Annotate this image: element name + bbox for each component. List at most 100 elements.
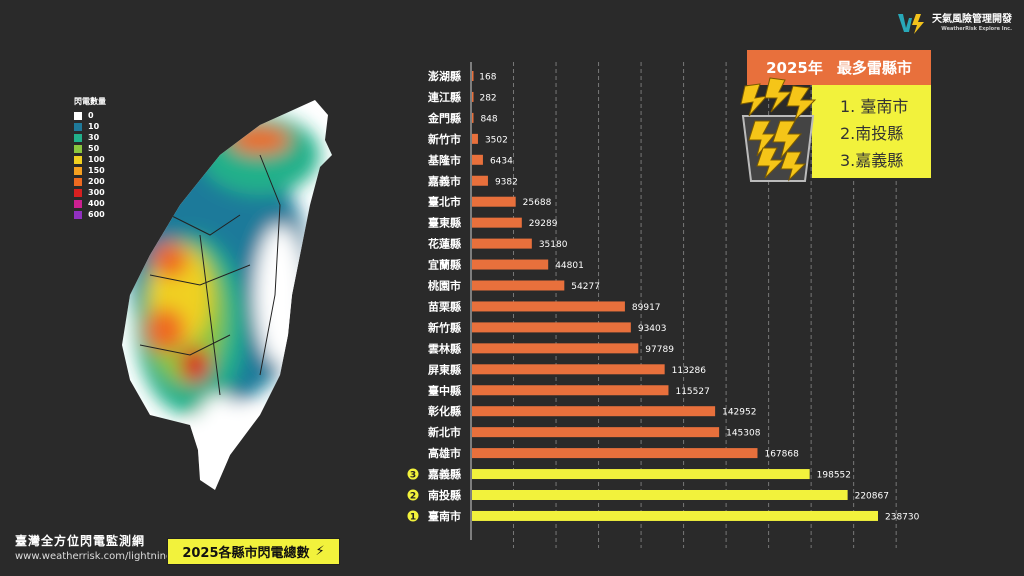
legend-swatch — [74, 166, 82, 175]
taiwan-lightning-map — [122, 100, 332, 490]
rank-1: 1. 臺南市 — [840, 97, 909, 116]
bar — [472, 259, 549, 270]
legend-label: 200 — [88, 177, 105, 186]
legend-swatch — [74, 155, 82, 164]
category-label: 新竹縣 — [428, 320, 461, 334]
value-label: 848 — [480, 114, 497, 124]
legend-item: 300 — [74, 187, 106, 198]
legend-item: 10 — [74, 121, 106, 132]
bar — [472, 238, 532, 249]
legend-swatch — [74, 210, 82, 219]
panel-year: 2025年 — [766, 59, 823, 77]
value-label: 220867 — [855, 492, 889, 502]
category-label: 金門縣 — [427, 111, 461, 125]
panel-title: 最多雷縣市 — [836, 59, 912, 77]
bar — [472, 343, 639, 354]
chart-title-tag: 2025各縣市閃電總數 ⚡ — [167, 538, 340, 565]
value-label: 115527 — [675, 387, 709, 397]
category-label: 臺南市 — [428, 509, 461, 523]
rank-badge-number: 2 — [410, 492, 416, 502]
category-label: 雲林縣 — [428, 341, 461, 355]
legend-label: 400 — [88, 199, 105, 208]
category-label: 桃園市 — [428, 279, 461, 293]
legend-item: 200 — [74, 176, 106, 187]
category-label: 基隆市 — [427, 153, 461, 167]
bar — [472, 154, 483, 165]
legend-label: 100 — [88, 155, 105, 164]
legend-swatch — [74, 144, 82, 153]
category-label: 臺東縣 — [428, 216, 461, 230]
logo-name-en: WeatherRisk Explore Inc. — [941, 25, 1012, 32]
category-label: 南投縣 — [428, 488, 461, 502]
category-label: 花蓮縣 — [428, 237, 461, 251]
value-label: 142952 — [722, 408, 756, 418]
website-link[interactable]: www.weatherrisk.com/lightning — [15, 551, 173, 562]
value-label: 113286 — [672, 366, 707, 376]
legend-label: 50 — [88, 144, 100, 153]
bar — [472, 448, 758, 459]
legend-label: 0 — [88, 111, 94, 120]
weatherrisk-logo-icon — [898, 14, 924, 34]
value-label: 9382 — [495, 177, 518, 187]
category-label: 澎湖縣 — [428, 69, 461, 83]
value-label: 167868 — [764, 450, 799, 460]
value-label: 44801 — [555, 261, 584, 271]
bar — [472, 217, 522, 228]
bar — [472, 301, 625, 312]
category-label: 新北市 — [428, 425, 461, 439]
bar — [472, 322, 631, 333]
category-label: 彰化縣 — [428, 404, 461, 418]
category-label: 高雄市 — [428, 446, 461, 460]
value-label: 3502 — [485, 135, 508, 145]
value-label: 25688 — [523, 198, 552, 208]
bar — [472, 196, 516, 207]
bar — [472, 385, 669, 396]
value-label: 35180 — [539, 240, 568, 250]
value-label: 145308 — [726, 429, 761, 439]
legend-item: 50 — [74, 143, 106, 154]
category-label: 屏東縣 — [428, 362, 461, 376]
panel-header: 2025年 最多雷縣市 — [747, 50, 931, 85]
category-label: 嘉義市 — [427, 174, 461, 188]
rank-badge — [407, 489, 419, 501]
value-label: 93403 — [638, 324, 667, 334]
network-name: 臺灣全方位閃電監測網 — [15, 534, 146, 548]
legend-swatch — [74, 188, 82, 197]
value-label: 238730 — [885, 512, 920, 522]
legend-item: 30 — [74, 132, 106, 143]
bar — [472, 364, 665, 375]
rank-2: 2.南投縣 — [840, 124, 904, 143]
value-label: 29289 — [529, 219, 558, 229]
rank-3: 3.嘉義縣 — [840, 151, 904, 170]
lightning-icon: ⚡ — [315, 544, 325, 559]
value-label: 282 — [479, 93, 496, 103]
legend-label: 10 — [88, 122, 100, 131]
legend-item: 0 — [74, 110, 106, 121]
rank-badge — [407, 468, 419, 480]
legend-item: 150 — [74, 165, 106, 176]
value-label: 198552 — [817, 471, 851, 481]
bar — [472, 112, 474, 123]
bar — [472, 133, 478, 144]
legend-item: 400 — [74, 198, 106, 209]
lightning-bucket-icon — [740, 77, 817, 182]
map-legend: 閃電數量 0 10 30 50 100 150 200 300 400 600 — [74, 96, 106, 220]
legend-swatch — [74, 122, 82, 131]
bar — [472, 280, 565, 291]
logo-name-zh: 天氣風險管理開發 — [932, 13, 1012, 25]
category-label: 苗栗縣 — [428, 299, 461, 313]
legend-item: 100 — [74, 154, 106, 165]
category-label: 新竹市 — [428, 132, 461, 146]
bar — [472, 510, 878, 521]
category-label: 臺中縣 — [428, 383, 461, 397]
rank-badge-number: 3 — [410, 471, 416, 481]
value-label: 168 — [479, 73, 496, 83]
bar — [472, 469, 810, 480]
legend-label: 150 — [88, 166, 105, 175]
category-label: 臺北市 — [428, 195, 461, 209]
rank-badge-number: 1 — [410, 512, 416, 522]
bar — [472, 91, 474, 102]
top-counties-panel: 2025年 最多雷縣市 1. 臺南市 2.南投縣 3.嘉義縣 — [747, 50, 931, 178]
category-label: 宜蘭縣 — [428, 258, 461, 272]
